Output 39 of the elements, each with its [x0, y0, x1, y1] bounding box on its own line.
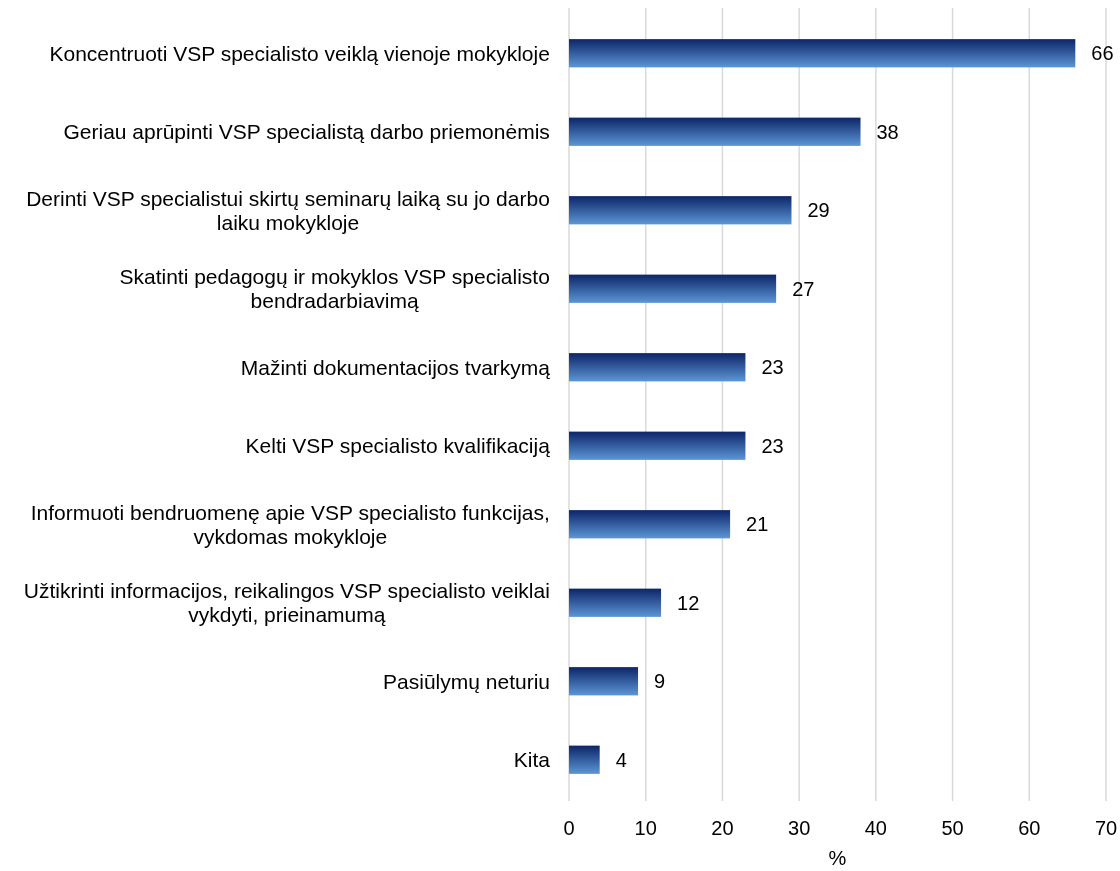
bar	[569, 510, 731, 539]
y-tick-label: Derinti VSP specialistui skirtų seminarų laiką su jo darbo laiku mokykloje	[26, 186, 550, 234]
bar	[569, 274, 777, 303]
data-label: 38	[876, 120, 899, 143]
y-tick-label: Kelti VSP specialisto kvalifikaciją	[245, 434, 551, 458]
y-tick-label: Geriau aprūpinti VSP specialistą darbo priemonėmis	[63, 120, 550, 144]
x-tick-label: 50	[941, 817, 964, 839]
x-tick-label: 60	[1018, 817, 1041, 839]
data-label: 9	[654, 670, 666, 693]
data-label: 66	[1091, 42, 1114, 65]
bar	[569, 745, 600, 774]
data-label: 27	[792, 277, 815, 300]
bar	[569, 353, 746, 382]
bar	[569, 667, 639, 696]
data-label: 23	[761, 434, 784, 457]
y-tick-label: Informuoti bendruomenę apie VSP specialisto funkcijas, vykdomas mokykloje	[30, 500, 550, 548]
x-axis-title: %	[828, 847, 847, 869]
y-tick-label: Skatinti pedagogų ir mokyklos VSP specialisto bendradarbiavimą	[119, 265, 550, 313]
bar	[569, 588, 662, 617]
data-label: 12	[677, 591, 700, 614]
data-label: 21	[746, 513, 769, 536]
bar	[569, 431, 746, 460]
y-tick-label: Kita	[513, 748, 551, 772]
x-tick-label: 0	[563, 817, 575, 839]
bar	[569, 196, 792, 225]
data-label: 29	[807, 199, 830, 222]
x-tick-label: 20	[711, 817, 734, 839]
y-tick-label: Koncentruoti VSP specialisto veiklą vienoje mokykloje	[49, 41, 550, 65]
bar	[569, 39, 1076, 68]
y-tick-label: Užtikrinti informacijos, reikalingos VSP specialisto veiklai vykdyti, prieinamumą	[23, 579, 550, 627]
y-tick-label: Mažinti dokumentacijos tvarkymą	[240, 355, 551, 379]
data-label: 4	[615, 748, 627, 771]
x-tick-label: 70	[1094, 817, 1118, 839]
y-tick-label: Pasiūlymų neturiu	[383, 669, 550, 693]
data-label: 23	[761, 356, 784, 379]
x-tick-label: 10	[634, 817, 657, 839]
x-tick-label: 40	[864, 817, 887, 839]
x-tick-label: 30	[788, 817, 811, 839]
bar	[569, 117, 861, 146]
